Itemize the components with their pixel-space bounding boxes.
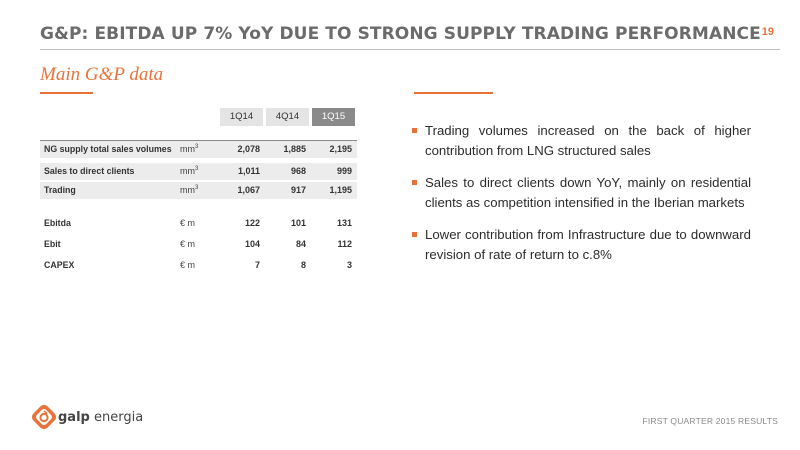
cell-value: 2,195 [329,144,352,154]
row-label: Ebitda [44,218,71,228]
table-header: 1Q14 4Q14 1Q15 [40,108,357,126]
row-label: Trading [44,185,76,195]
row-label: CAPEX [44,260,75,270]
title-divider [40,49,780,50]
bullets-accent-line [414,92,493,94]
footer-text: FIRST QUARTER 2015 RESULTS [642,416,778,426]
cell-value: 917 [290,185,306,195]
bullet-text: Sales to direct clients down YoY, mainly… [425,175,751,210]
logo-wordmark: galp energia [58,410,144,425]
row-unit: mm3 [180,144,199,154]
cell-value: 131 [336,218,352,228]
bullet-square-icon [412,180,417,185]
cell-value: 104 [244,239,260,249]
row-unit: € m [180,218,196,228]
cell-value: 112 [337,239,352,249]
bullet-square-icon [412,128,417,133]
table-row: Ebitda € m 122 101 131 [40,215,357,232]
row-label: Ebit [44,239,61,249]
bullet-text: Trading volumes increased on the back of… [425,123,751,158]
bullet-item: Sales to direct clients down YoY, mainly… [411,173,751,212]
bullet-square-icon [412,232,417,237]
cell-value: 8 [300,260,306,270]
bullet-list: Trading volumes increased on the back of… [411,121,751,277]
cell-value: 84 [295,239,306,249]
slide-title: G&P: EBITDA UP 7% YoY DUE TO STRONG SUPP… [40,24,761,44]
column-header-current: 1Q15 [312,108,355,126]
table-row: Sales to direct clients mm3 1,011 968 99… [40,163,357,180]
table-row: Trading mm3 1,067 917 1,195 [40,182,357,199]
column-header: 1Q14 [220,108,263,126]
bullet-item: Trading volumes increased on the back of… [411,121,751,160]
cell-value: 1,067 [237,185,260,195]
row-unit: mm3 [180,185,199,195]
cell-value: 1,885 [283,144,306,154]
cell-value: 101 [290,218,306,228]
row-unit: € m [180,260,196,270]
section-subtitle: Main G&P data [40,64,164,85]
galp-logo-icon [31,404,57,430]
cell-value: 3 [346,260,352,270]
cell-value: 2,078 [237,144,260,154]
bullet-text: Lower contribution from Infrastructure d… [425,227,751,262]
row-unit: mm3 [180,166,199,176]
row-label: NG supply total sales volumes [44,144,172,154]
cell-value: 1,011 [237,166,260,176]
cell-value: 999 [336,166,352,176]
column-header: 4Q14 [266,108,309,126]
bullet-item: Lower contribution from Infrastructure d… [411,225,751,264]
subtitle-underline [40,92,93,94]
row-unit: € m [180,239,196,249]
cell-value: 1,195 [329,185,352,195]
cell-value: 122 [244,218,260,228]
table-row: NG supply total sales volumes mm3 2,078 … [40,140,357,158]
cell-value: 968 [290,166,306,176]
page-number: 19 [761,26,774,38]
row-label: Sales to direct clients [44,166,135,176]
cell-value: 7 [254,260,260,270]
table-row: CAPEX € m 7 8 3 [40,257,357,274]
table-row: Ebit € m 104 84 112 [40,236,357,253]
